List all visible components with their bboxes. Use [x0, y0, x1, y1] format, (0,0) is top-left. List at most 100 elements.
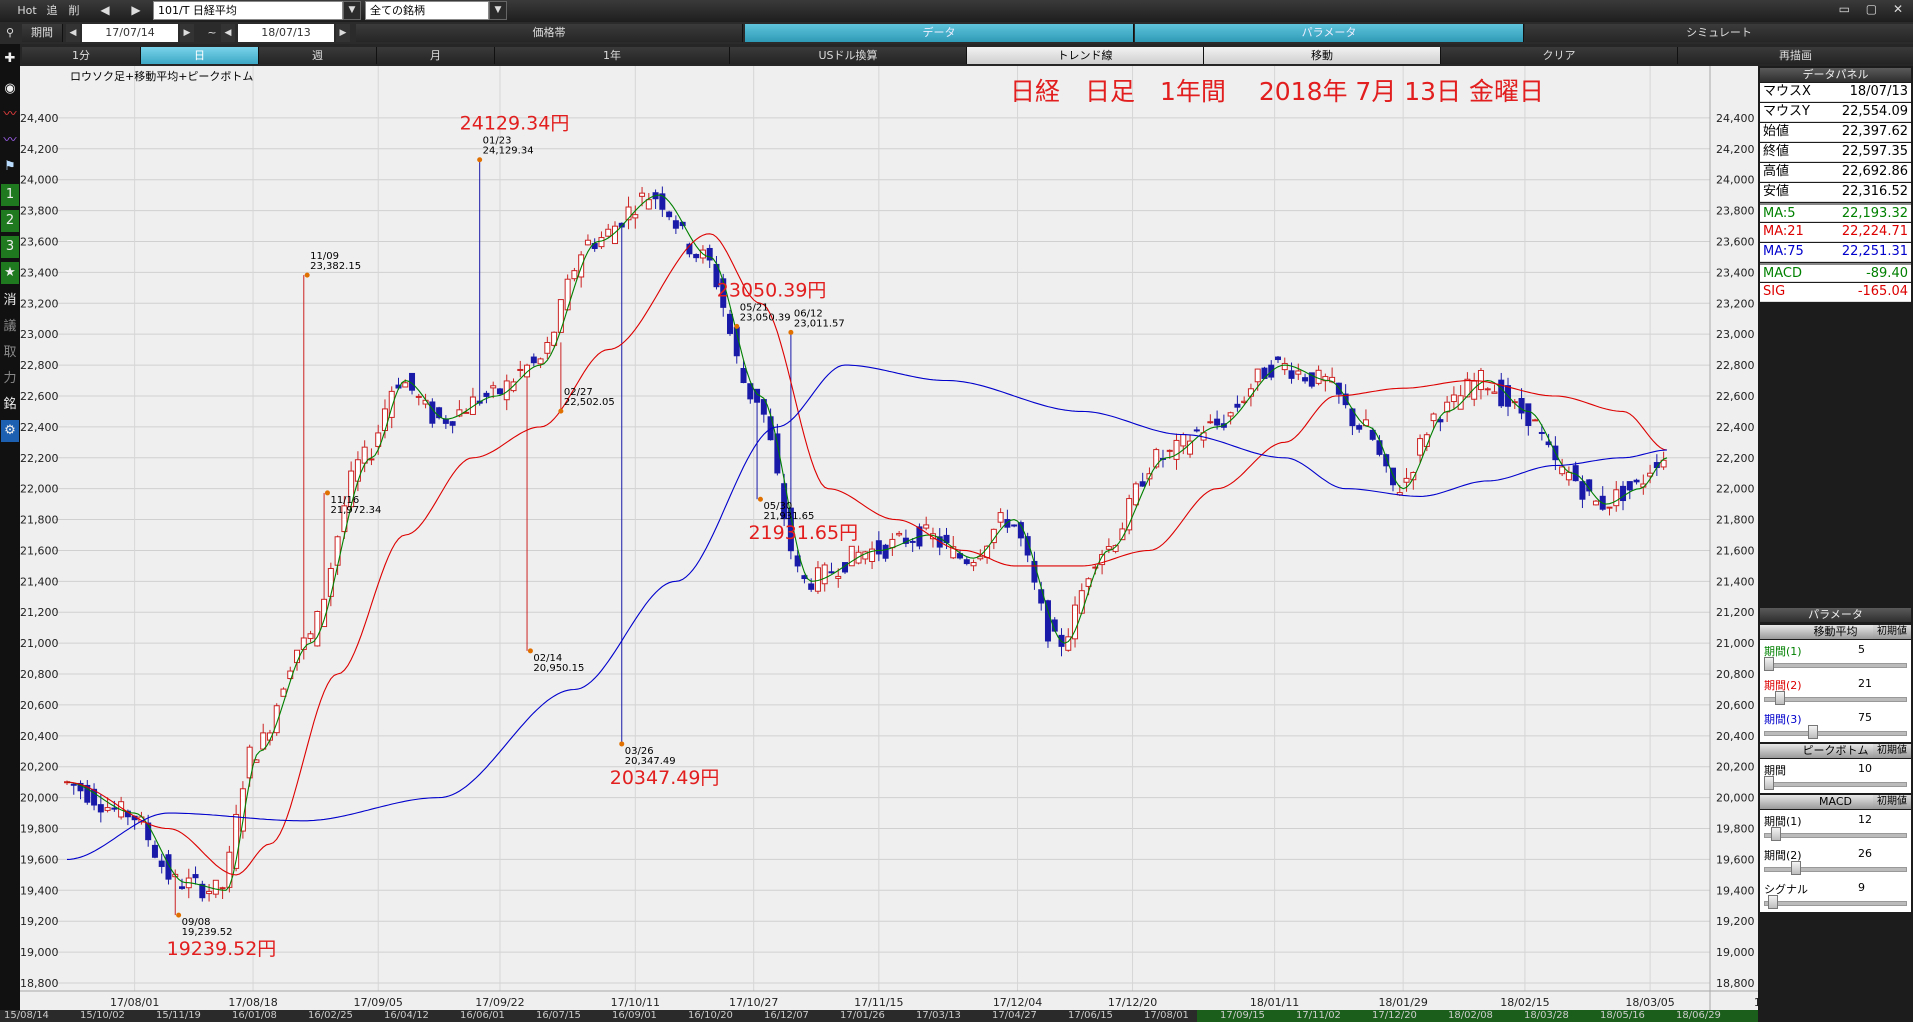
slider-handle[interactable]	[1767, 895, 1778, 909]
candle	[307, 633, 314, 639]
candle	[334, 536, 341, 566]
slider-handle[interactable]	[1807, 725, 1818, 739]
universe-field[interactable]: 全ての銘柄	[365, 1, 489, 20]
next-arrow-icon[interactable]: ▶	[180, 24, 194, 42]
redraw-button[interactable]: 再描画	[1678, 47, 1913, 64]
param-section-header: 移動平均 初期値	[1760, 625, 1911, 639]
candle	[1538, 431, 1545, 434]
hot-button[interactable]: Hot	[17, 4, 37, 17]
move-button[interactable]: 移動	[1204, 47, 1441, 64]
trend-icon[interactable]: 〰	[3, 107, 17, 122]
candle	[1308, 372, 1315, 387]
tab-simulate[interactable]: シミュレート	[1525, 24, 1913, 42]
tool-2[interactable]: 2	[1, 210, 19, 232]
forward-button[interactable]: 追	[46, 4, 58, 17]
chevron-down-icon[interactable]: ▼	[343, 1, 361, 20]
peak-date-label: 05/21	[740, 302, 769, 313]
data-row: MA:21 22,224.71	[1760, 223, 1911, 242]
interval-week-button[interactable]: 週	[259, 47, 377, 64]
search-icon[interactable]: ⚲	[5, 26, 15, 39]
slider-handle[interactable]	[1774, 691, 1785, 705]
param-value[interactable]: 75	[1858, 711, 1872, 724]
slider-handle[interactable]	[1764, 657, 1774, 671]
candle	[212, 879, 219, 895]
param-value[interactable]: 26	[1858, 847, 1872, 860]
candle	[605, 228, 612, 237]
param-value[interactable]: 9	[1858, 881, 1865, 894]
peak-marker	[734, 323, 740, 329]
usd-convert-button[interactable]: USドル換算	[730, 47, 967, 64]
param-slider[interactable]	[1764, 901, 1907, 906]
slider-handle[interactable]	[1770, 827, 1781, 841]
tool-discuss[interactable]: 議	[3, 319, 17, 334]
param-value[interactable]: 12	[1858, 813, 1872, 826]
history-scrollbar[interactable]: 15/08/14 15/10/02 15/11/19 16/01/08 16/02/25…	[0, 1010, 1758, 1022]
delete-button[interactable]: 削	[68, 4, 80, 17]
param-section-header: MACD 初期値	[1760, 795, 1911, 809]
tool-brand[interactable]: 銘	[3, 397, 17, 412]
tab-price-band[interactable]: 価格帯	[356, 24, 743, 42]
param-value[interactable]: 10	[1858, 762, 1872, 775]
candlestick-chart[interactable]: 18,800 19,000 19,200 19,400 19,600 19,800 20,0…	[20, 66, 1758, 1010]
ma-line-21	[66, 233, 1668, 876]
tab-data[interactable]: データ	[745, 24, 1134, 42]
plus-icon[interactable]: ✚	[4, 51, 16, 66]
reset-default-button[interactable]: 初期値	[1873, 625, 1911, 639]
star-icon[interactable]: ★	[1, 262, 19, 284]
param-slider[interactable]	[1764, 867, 1907, 872]
prev-arrow-icon[interactable]: ◀	[221, 24, 235, 42]
gear-icon[interactable]: ⚙	[1, 420, 19, 442]
tool-3[interactable]: 3	[1, 236, 19, 258]
symbol-field[interactable]: 101/T 日経平均	[153, 1, 343, 20]
next-arrow-icon[interactable]: ▶	[131, 3, 141, 17]
prev-arrow-icon[interactable]: ◀	[66, 24, 80, 42]
camera-icon[interactable]: ◉	[4, 81, 16, 96]
window-controls[interactable]: ▭ ▢ ✕	[1838, 2, 1909, 16]
flag-icon[interactable]: ⚑	[4, 159, 16, 174]
param-slider[interactable]	[1764, 782, 1907, 787]
candle	[1166, 449, 1173, 452]
x-tick-label: 18/01/29	[1378, 996, 1427, 1009]
y-tick-label: 22,200	[20, 452, 59, 465]
candle	[483, 392, 490, 397]
param-slider[interactable]	[1764, 731, 1907, 736]
range-1year-button[interactable]: 1年	[495, 47, 730, 64]
date-from-input[interactable]: 17/07/14	[82, 24, 178, 42]
tool-take[interactable]: 取	[3, 345, 17, 360]
tool-1[interactable]: 1	[1, 184, 19, 206]
candle	[889, 538, 896, 549]
param-slider[interactable]	[1764, 697, 1907, 702]
next-arrow-icon[interactable]: ▶	[336, 24, 350, 42]
clear-button[interactable]: クリア	[1441, 47, 1678, 64]
interval-day-button[interactable]: 日	[141, 47, 259, 64]
peak-price-annotation: 23050.39円	[717, 279, 827, 301]
slider-handle[interactable]	[1764, 776, 1774, 790]
param-value[interactable]: 5	[1858, 643, 1865, 656]
prev-arrow-icon[interactable]: ◀	[100, 3, 110, 17]
chevron-down-icon[interactable]: ▼	[489, 1, 507, 20]
interval-month-button[interactable]: 月	[377, 47, 495, 64]
reset-default-button[interactable]: 初期値	[1873, 744, 1911, 758]
reset-default-button[interactable]: 初期値	[1873, 795, 1911, 809]
trend2-icon[interactable]: 〰	[3, 133, 17, 148]
slider-handle[interactable]	[1790, 861, 1801, 875]
y-tick-label: 22,400	[1716, 421, 1755, 434]
param-slider[interactable]	[1764, 833, 1907, 838]
chart-area[interactable]: 18,800 19,000 19,200 19,400 19,600 19,800 20,0…	[20, 66, 1758, 1010]
tab-parameter[interactable]: パラメータ	[1135, 24, 1524, 42]
candle	[179, 886, 186, 889]
x-tick-label: 17/09/05	[354, 996, 403, 1009]
candle	[415, 395, 422, 398]
interval-1min-button[interactable]: 1分	[22, 47, 141, 64]
candle	[1254, 368, 1261, 383]
date-to-input[interactable]: 18/07/13	[238, 24, 334, 42]
candle	[517, 368, 524, 371]
trendline-button[interactable]: トレンド線	[967, 47, 1204, 64]
peak-date-label: 02/27	[564, 387, 593, 398]
tool-erase[interactable]: 消	[3, 293, 17, 308]
history-range-highlight[interactable]	[1197, 1010, 1758, 1022]
x-tick-label: 18/01/11	[1250, 996, 1299, 1009]
tool-power[interactable]: 力	[3, 371, 17, 386]
param-slider[interactable]	[1764, 663, 1907, 668]
param-value[interactable]: 21	[1858, 677, 1872, 690]
